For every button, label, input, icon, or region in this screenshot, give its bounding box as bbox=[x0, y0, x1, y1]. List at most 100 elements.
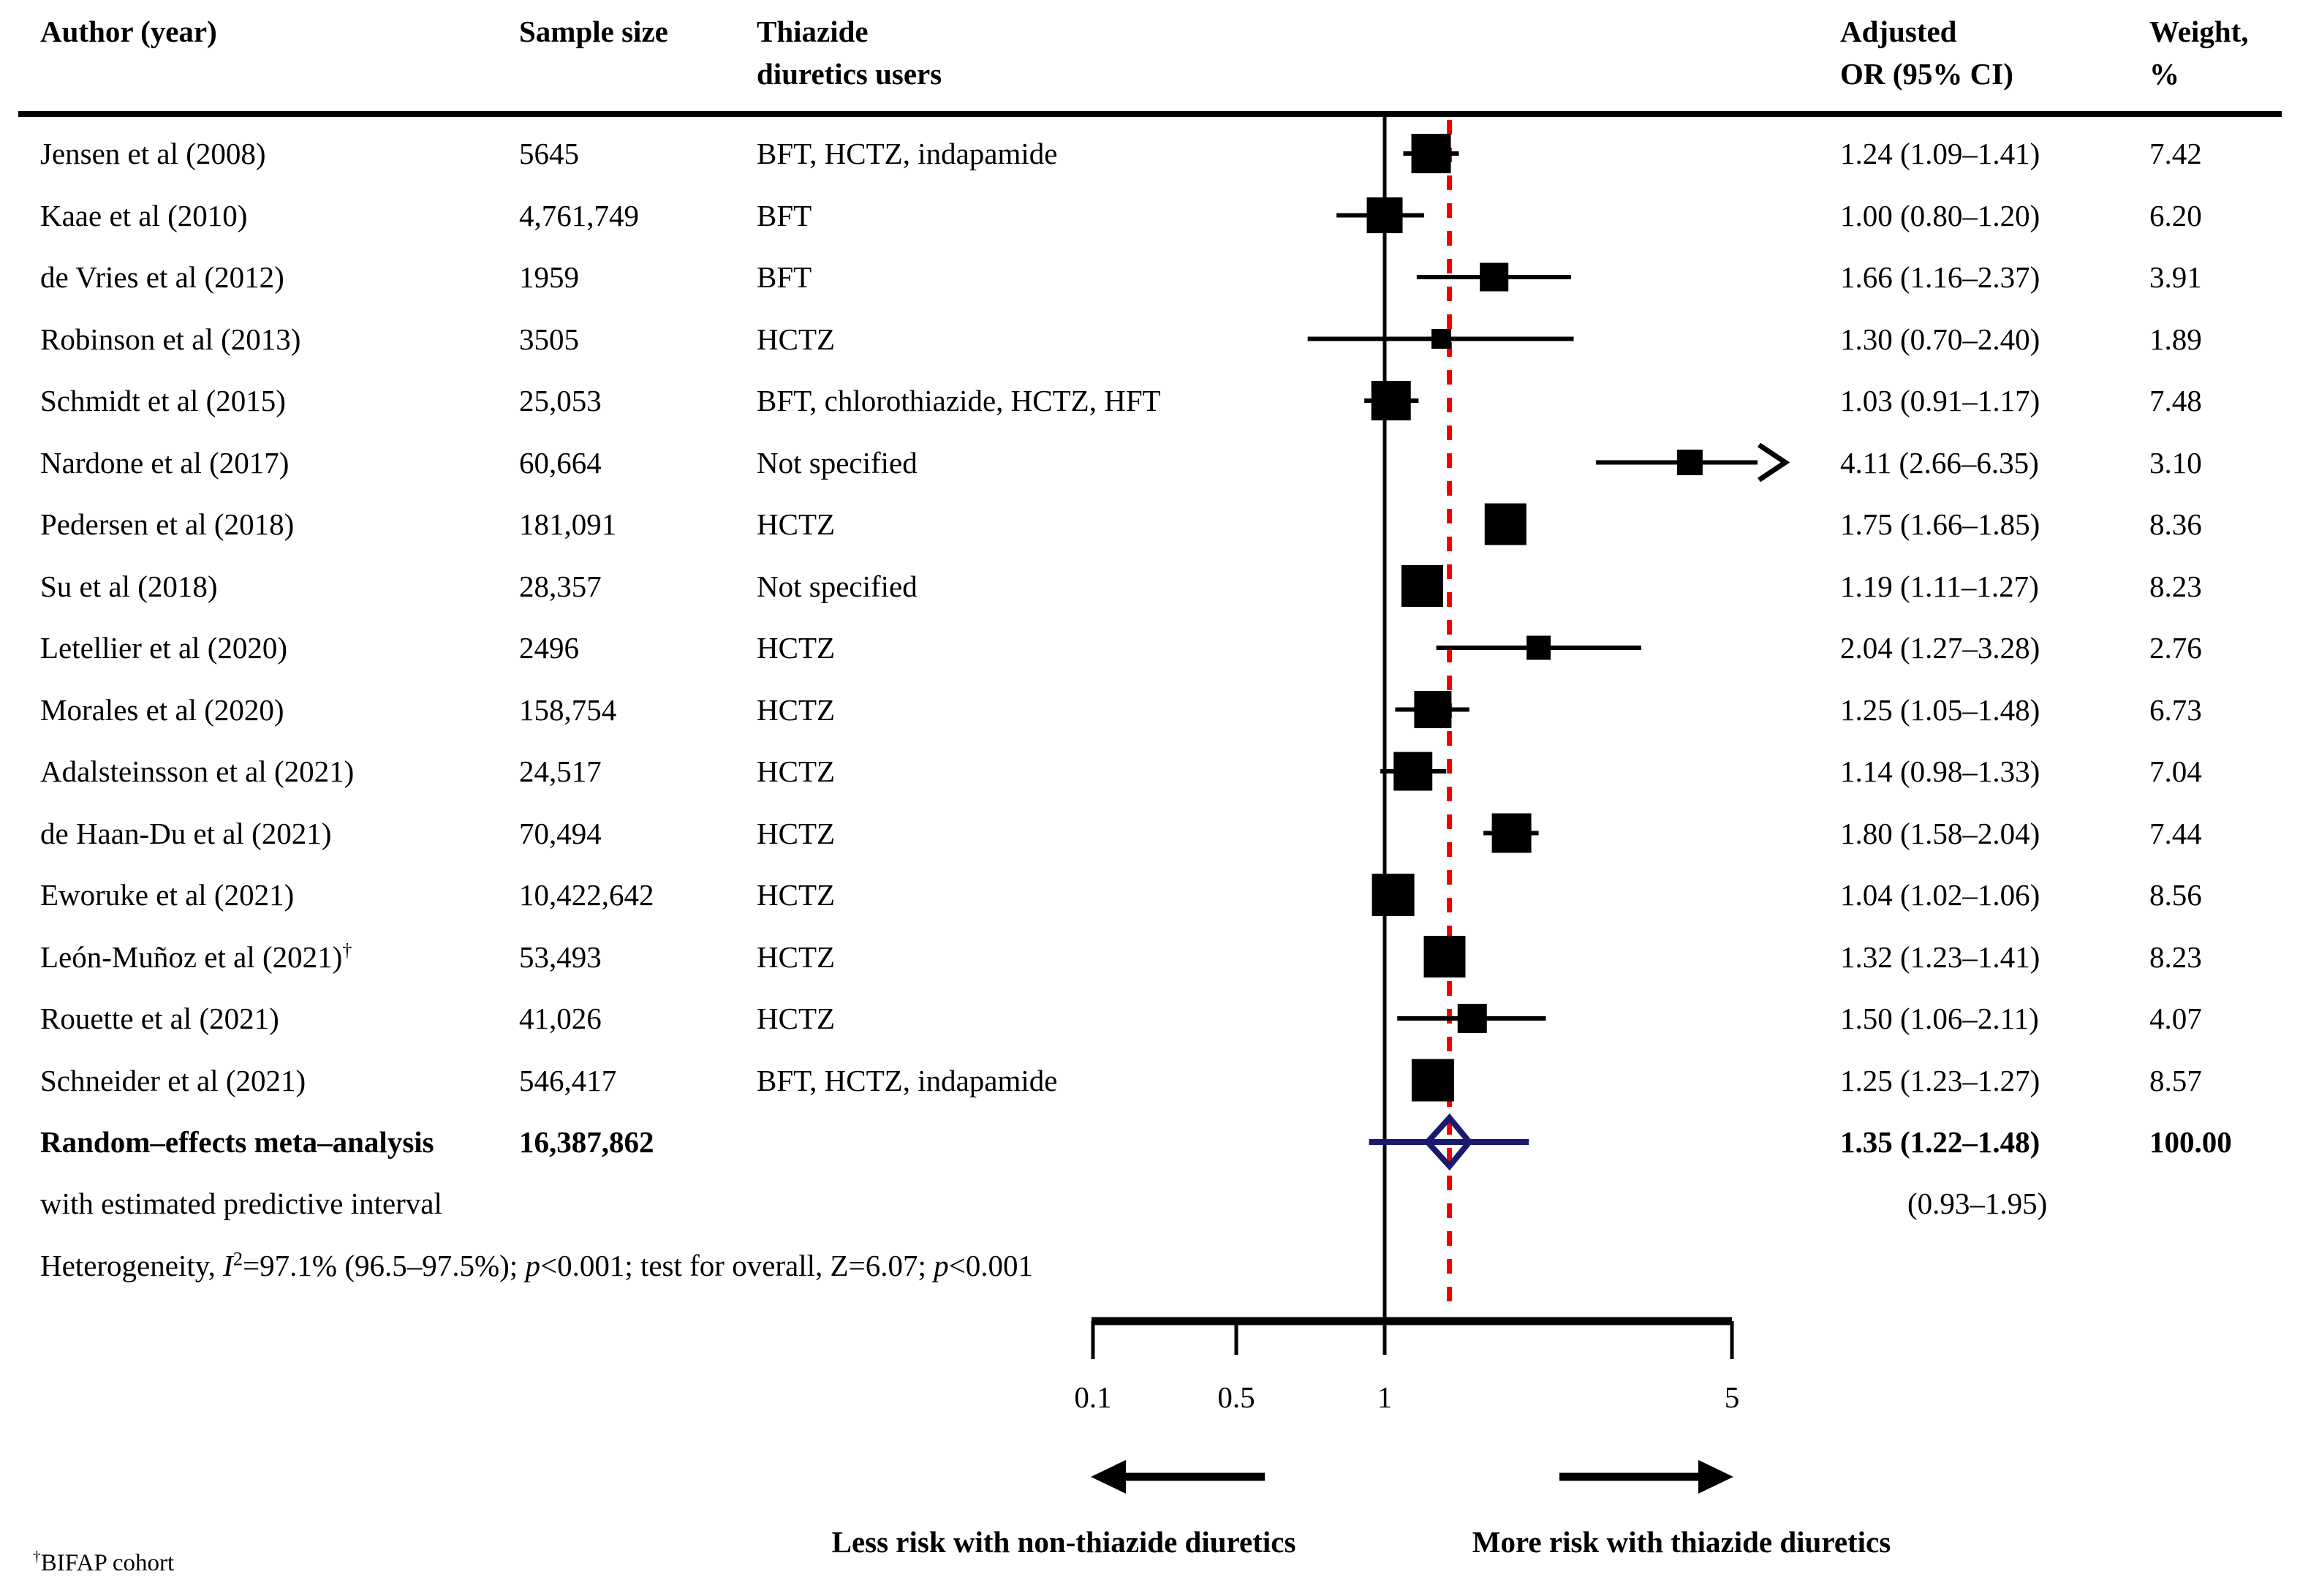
table-row: Letellier et al (2020) 2496 HCTZ 2.04 (1.27… bbox=[0, 627, 2300, 669]
or-ci-cell: 1.14 (0.98–1.33) bbox=[1840, 754, 2040, 788]
author-cell: Adalsteinsson et al (2021) bbox=[40, 754, 355, 788]
sample-size-cell: 4,761,749 bbox=[519, 199, 639, 232]
summary-label-cell: Random–effects meta–analysis bbox=[40, 1125, 434, 1159]
thiazide-users-cell: HCTZ bbox=[757, 1002, 836, 1035]
or-ci-cell: 1.30 (0.70–2.40) bbox=[1840, 322, 2040, 356]
table-row: de Vries et al (2012) 1959 BFT 1.66 (1.16–2… bbox=[0, 256, 2300, 298]
thiazide-users-cell: HCTZ bbox=[757, 754, 836, 788]
summary-diamond-outline bbox=[1423, 1113, 1473, 1171]
header-weight-line1: Weight, bbox=[2149, 15, 2249, 48]
thiazide-users-cell: HCTZ bbox=[757, 940, 836, 974]
summary-weight-cell: 100.00 bbox=[2149, 1125, 2232, 1159]
effect-square bbox=[1527, 635, 1551, 660]
thiazide-users-cell: HCTZ bbox=[757, 631, 836, 665]
or-ci-cell: 1.75 (1.66–1.85) bbox=[1840, 507, 2040, 541]
weight-cell: 4.07 bbox=[2149, 1002, 2202, 1035]
effect-square bbox=[1372, 874, 1415, 916]
weight-cell: 6.20 bbox=[2149, 199, 2202, 232]
summary-sample-cell: 16,387,862 bbox=[519, 1125, 654, 1159]
header-author: Author (year) bbox=[40, 15, 217, 48]
author-cell: Rouette et al (2021) bbox=[40, 1002, 279, 1035]
effect-square bbox=[1423, 936, 1466, 977]
or-ci-cell: 1.66 (1.16–2.37) bbox=[1840, 260, 2040, 294]
header-or-line1: Adjusted bbox=[1840, 15, 1957, 48]
effect-square bbox=[1371, 381, 1411, 420]
footnote-text: BIFAP cohort bbox=[40, 1550, 175, 1576]
table-row: Eworuke et al (2021) 10,422,642 HCTZ 1.04 (… bbox=[0, 874, 2300, 916]
effect-square bbox=[1414, 691, 1452, 728]
sample-size-cell: 60,664 bbox=[519, 446, 602, 480]
or-ci-cell: 1.24 (1.09–1.41) bbox=[1840, 137, 2040, 170]
header-weight-line2: % bbox=[2149, 57, 2179, 91]
left-arrow-head-icon bbox=[1091, 1460, 1126, 1494]
thiazide-users-cell: HCTZ bbox=[757, 507, 836, 541]
axis-tick-label: 0.5 bbox=[1217, 1380, 1255, 1414]
less-risk-label: Less risk with non-thiazide diuretics bbox=[831, 1525, 1296, 1559]
author-cell: Letellier et al (2020) bbox=[40, 631, 288, 665]
right-arrow-head-icon bbox=[1698, 1460, 1733, 1494]
or-ci-cell: 2.04 (1.27–3.28) bbox=[1840, 631, 2040, 665]
thiazide-users-cell: Not specified bbox=[757, 570, 918, 603]
or-ci-cell: 1.32 (1.23–1.41) bbox=[1840, 940, 2040, 974]
predictive-interval-row: with estimated predictive interval (0.93–… bbox=[0, 1182, 2300, 1225]
weight-cell: 3.91 bbox=[2149, 260, 2202, 294]
weight-cell: 7.44 bbox=[2149, 817, 2202, 850]
weight-cell: 8.23 bbox=[2149, 940, 2202, 974]
header-users-line2: diuretics users bbox=[757, 57, 942, 91]
or-ci-cell: 1.19 (1.11–1.27) bbox=[1840, 570, 2039, 603]
author-cell: Robinson et al (2013) bbox=[40, 322, 301, 356]
author-cell: de Haan-Du et al (2021) bbox=[40, 817, 332, 850]
weight-cell: 6.73 bbox=[2149, 693, 2202, 727]
predictive-ci-cell: (0.93–1.95) bbox=[1907, 1187, 2048, 1220]
summary-row: Random–effects meta–analysis 16,387,862 1.… bbox=[0, 1121, 2300, 1163]
sample-size-cell: 53,493 bbox=[519, 940, 602, 974]
thiazide-users-cell: HCTZ bbox=[757, 878, 836, 912]
or-ci-cell: 1.50 (1.06–2.11) bbox=[1840, 1002, 2039, 1035]
table-row: Jensen et al (2008) 5645 BFT, HCTZ, indapa… bbox=[0, 132, 2300, 175]
sample-size-cell: 25,053 bbox=[519, 384, 602, 417]
effect-square bbox=[1676, 450, 1703, 475]
author-cell: León-Muñoz et al (2021)† bbox=[40, 939, 352, 974]
effect-square bbox=[1411, 134, 1451, 173]
author-cell: Morales et al (2020) bbox=[40, 693, 284, 727]
table-row: Su et al (2018) 28,357 Not specified 1.19 (… bbox=[0, 565, 2300, 608]
table-row: Kaae et al (2010) 4,761,749 BFT 1.00 (0.80–… bbox=[0, 194, 2300, 237]
header-users-line1: Thiazide bbox=[757, 15, 869, 48]
author-cell: Kaae et al (2010) bbox=[40, 199, 248, 232]
or-ci-cell: 1.04 (1.02–1.06) bbox=[1840, 878, 2040, 912]
sample-size-cell: 28,357 bbox=[519, 570, 602, 603]
or-ci-cell: 1.00 (0.80–1.20) bbox=[1840, 199, 2040, 232]
author-cell: Pedersen et al (2018) bbox=[40, 507, 295, 541]
axis-tick-label: 0.1 bbox=[1074, 1380, 1111, 1414]
thiazide-users-cell: HCTZ bbox=[757, 817, 836, 850]
effect-square bbox=[1401, 565, 1443, 607]
table-row: Morales et al (2020) 158,754 HCTZ 1.25 (1.0… bbox=[0, 689, 2300, 731]
effect-square bbox=[1366, 197, 1403, 233]
summary-or-cell: 1.35 (1.22–1.48) bbox=[1840, 1125, 2040, 1159]
thiazide-users-cell: BFT bbox=[757, 199, 812, 232]
weight-cell: 8.56 bbox=[2149, 878, 2202, 912]
author-cell: de Vries et al (2012) bbox=[40, 260, 284, 294]
predictive-label-cell: with estimated predictive interval bbox=[40, 1187, 442, 1220]
header-sample: Sample size bbox=[519, 15, 668, 48]
sample-size-cell: 2496 bbox=[519, 631, 579, 665]
author-cell: Eworuke et al (2021) bbox=[40, 878, 295, 912]
weight-cell: 2.76 bbox=[2149, 631, 2202, 665]
or-ci-cell: 1.03 (0.91–1.17) bbox=[1840, 384, 2040, 417]
weight-cell: 7.48 bbox=[2149, 384, 2202, 417]
effect-square bbox=[1484, 503, 1527, 545]
heterogeneity-text: Heterogeneity, I2=97.1% (96.5–97.5%); p<… bbox=[40, 1247, 1033, 1282]
footnote: †BIFAP cohort bbox=[33, 1548, 174, 1578]
table-row: Nardone et al (2017) 60,664 Not specified 4… bbox=[0, 442, 2300, 484]
weight-cell: 7.04 bbox=[2149, 754, 2202, 788]
sample-size-cell: 3505 bbox=[519, 322, 579, 356]
or-ci-cell: 1.25 (1.23–1.27) bbox=[1840, 1064, 2040, 1097]
ci-truncation-arrow-icon bbox=[1758, 442, 1790, 483]
table-row: de Haan-Du et al (2021) 70,494 HCTZ 1.80 (1… bbox=[0, 812, 2300, 855]
thiazide-users-cell: Not specified bbox=[757, 446, 918, 480]
effect-square bbox=[1393, 752, 1433, 791]
table-row: Schneider et al (2021) 546,417 BFT, HCTZ, … bbox=[0, 1059, 2300, 1102]
sample-size-cell: 181,091 bbox=[519, 507, 617, 541]
thiazide-users-cell: BFT bbox=[757, 260, 812, 294]
